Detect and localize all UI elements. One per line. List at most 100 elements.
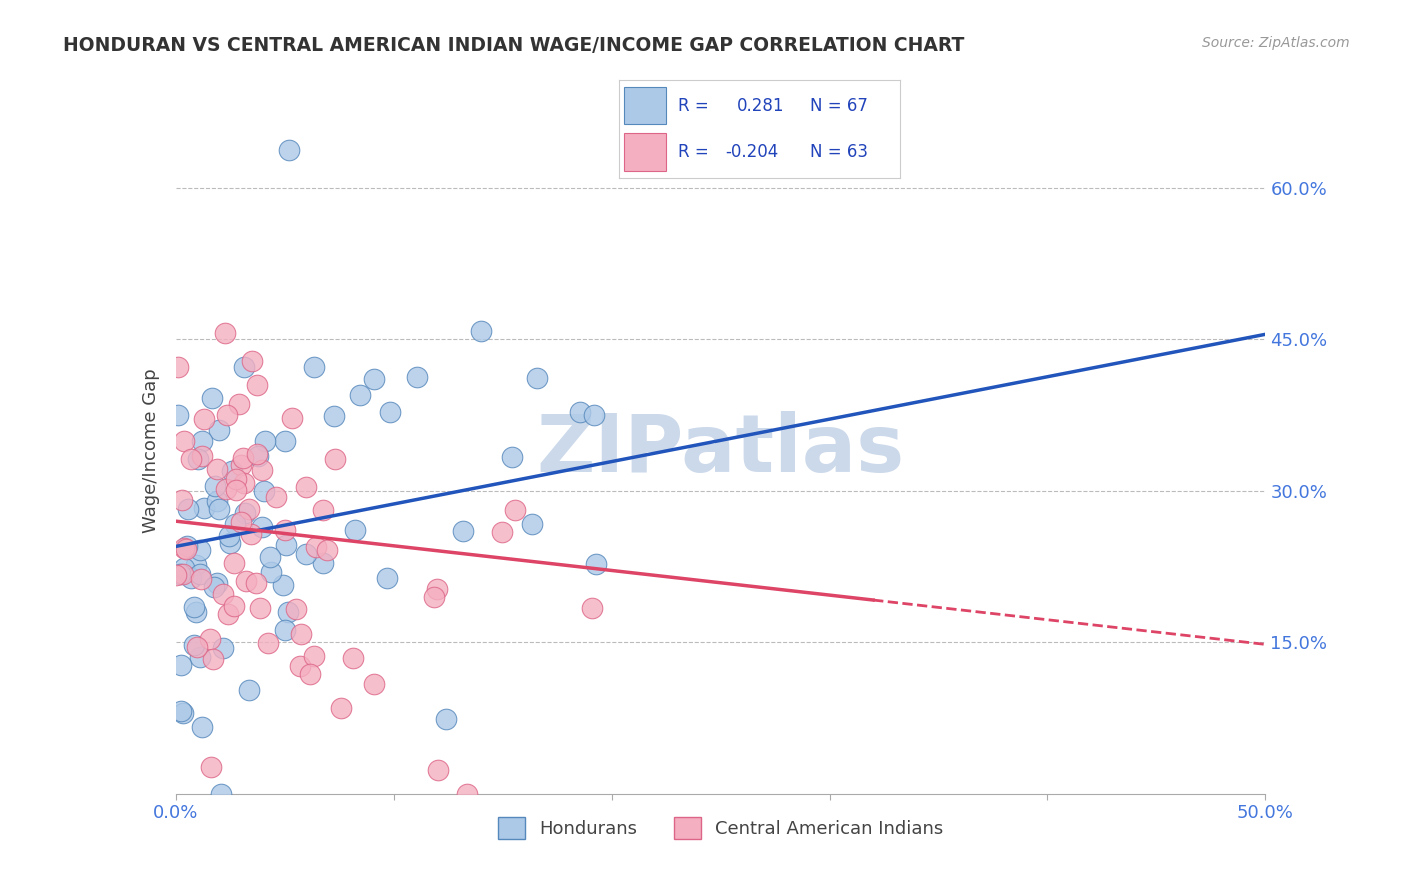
Bar: [624, 133, 666, 170]
Point: [188, 543, 211, 558]
Point: [224, 516, 246, 531]
Point: [426, 582, 449, 596]
Point: [184, 605, 207, 619]
Point: [184, 558, 207, 573]
Point: [288, 659, 311, 673]
Point: [231, 458, 253, 473]
Point: [274, 434, 297, 449]
Point: [375, 572, 398, 586]
Point: [165, 567, 187, 582]
Point: [215, 408, 238, 422]
Point: [240, 527, 263, 541]
Point: [198, 632, 221, 646]
Point: [183, 599, 205, 614]
Point: [169, 567, 191, 582]
Point: [221, 464, 243, 478]
Point: [191, 720, 214, 734]
Point: [205, 575, 228, 590]
Point: [170, 705, 193, 719]
Point: [208, 502, 231, 516]
Point: [233, 507, 256, 521]
Point: [208, 423, 231, 437]
Point: [193, 412, 215, 426]
Y-axis label: Wage/Income Gap: Wage/Income Gap: [142, 368, 160, 533]
Point: [277, 605, 299, 619]
Point: [218, 529, 240, 543]
Point: [329, 701, 352, 715]
Point: [281, 410, 304, 425]
Point: [200, 760, 222, 774]
Point: [170, 492, 193, 507]
Text: -0.204: -0.204: [725, 143, 779, 161]
Point: [305, 540, 328, 554]
Point: [274, 538, 297, 552]
Point: [172, 706, 194, 720]
Point: [491, 525, 513, 540]
Point: [224, 599, 246, 614]
Point: [173, 541, 195, 555]
Text: N = 63: N = 63: [810, 143, 868, 161]
Point: [501, 450, 523, 464]
Point: [246, 447, 269, 461]
Point: [568, 405, 591, 419]
Point: [257, 636, 280, 650]
Point: [246, 449, 269, 463]
Point: [405, 370, 427, 384]
Point: [274, 523, 297, 537]
Point: [193, 500, 215, 515]
Point: [322, 409, 344, 424]
Point: [238, 502, 260, 516]
Text: 0.281: 0.281: [737, 97, 785, 115]
Point: [245, 378, 267, 392]
Point: [235, 574, 257, 588]
Point: [316, 543, 339, 558]
Point: [238, 682, 260, 697]
Point: [290, 627, 312, 641]
Text: Source: ZipAtlas.com: Source: ZipAtlas.com: [1202, 36, 1350, 50]
Point: [423, 591, 446, 605]
Point: [232, 360, 254, 375]
Text: N = 67: N = 67: [810, 97, 868, 115]
Point: [456, 787, 478, 801]
Point: [222, 556, 245, 570]
Point: [188, 566, 211, 581]
Point: [342, 651, 364, 665]
Point: [217, 607, 239, 621]
Point: [232, 451, 254, 466]
Point: [349, 387, 371, 401]
Point: [191, 434, 214, 448]
Point: [285, 602, 308, 616]
Point: [274, 623, 297, 637]
Text: ZIPatlas: ZIPatlas: [537, 411, 904, 490]
Point: [581, 601, 603, 615]
Point: [294, 480, 316, 494]
Point: [225, 483, 247, 497]
Point: [228, 397, 250, 411]
Point: [233, 476, 256, 491]
Point: [212, 587, 235, 601]
Point: [312, 503, 335, 517]
Point: [180, 571, 202, 585]
Point: [172, 566, 194, 581]
Point: [176, 542, 198, 557]
Point: [295, 547, 318, 561]
Point: [302, 648, 325, 663]
Text: R =: R =: [678, 97, 709, 115]
Text: R =: R =: [678, 143, 709, 161]
Text: HONDURAN VS CENTRAL AMERICAN INDIAN WAGE/INCOME GAP CORRELATION CHART: HONDURAN VS CENTRAL AMERICAN INDIAN WAGE…: [63, 36, 965, 54]
Point: [180, 452, 202, 467]
Point: [186, 640, 208, 654]
Point: [214, 326, 236, 340]
Point: [259, 549, 281, 564]
Point: [252, 463, 274, 477]
Point: [187, 452, 209, 467]
Point: [177, 502, 200, 516]
Point: [302, 360, 325, 375]
Point: [183, 638, 205, 652]
Point: [273, 578, 295, 592]
Point: [209, 787, 232, 801]
Bar: [624, 87, 666, 124]
Point: [225, 472, 247, 486]
Point: [231, 516, 253, 530]
Point: [434, 712, 457, 726]
